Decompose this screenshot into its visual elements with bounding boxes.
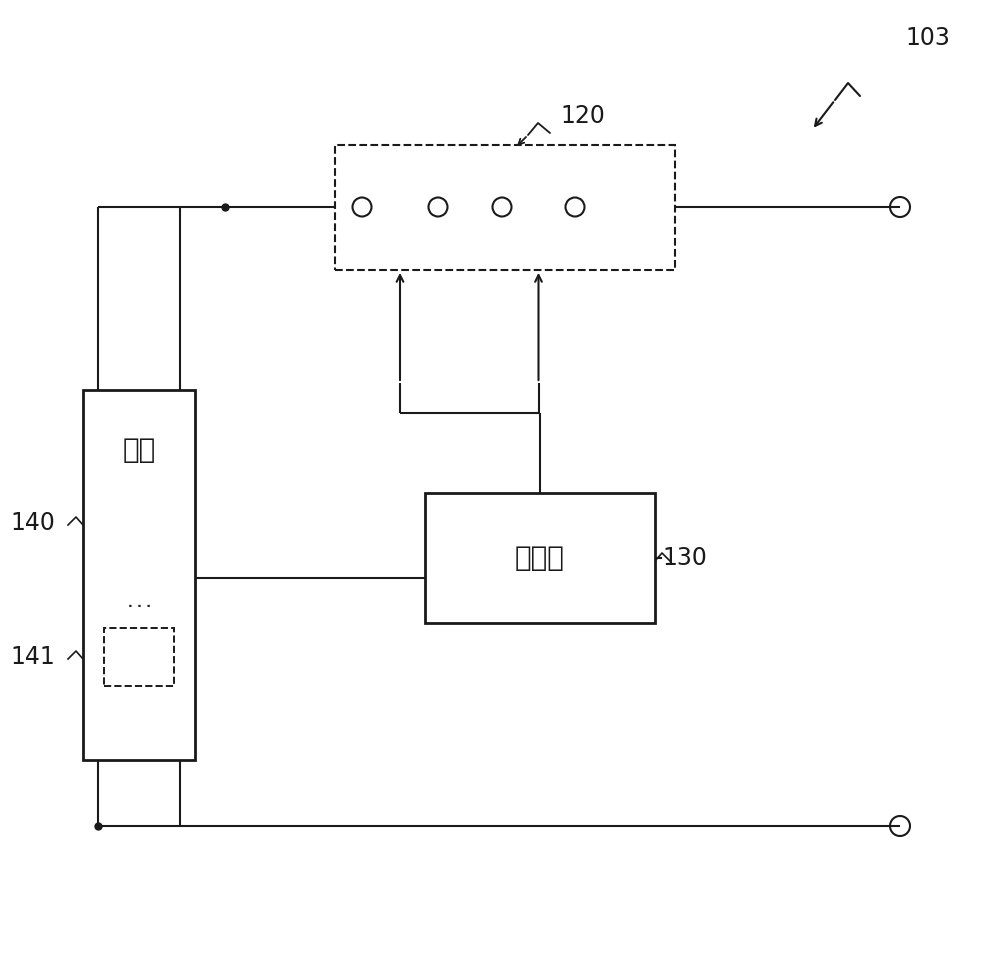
Text: 140: 140 (10, 511, 55, 535)
Text: 电池: 电池 (122, 436, 156, 464)
Text: 103: 103 (905, 26, 950, 50)
Bar (335, 145, 675, 270)
Bar (425, 493, 655, 623)
Bar (104, 628, 174, 686)
Text: 120: 120 (560, 104, 605, 128)
Text: 130: 130 (662, 546, 707, 570)
Text: 141: 141 (10, 645, 55, 669)
Text: 控制器: 控制器 (515, 544, 565, 572)
Bar (83, 390, 195, 760)
Text: · · ·: · · · (128, 599, 150, 613)
